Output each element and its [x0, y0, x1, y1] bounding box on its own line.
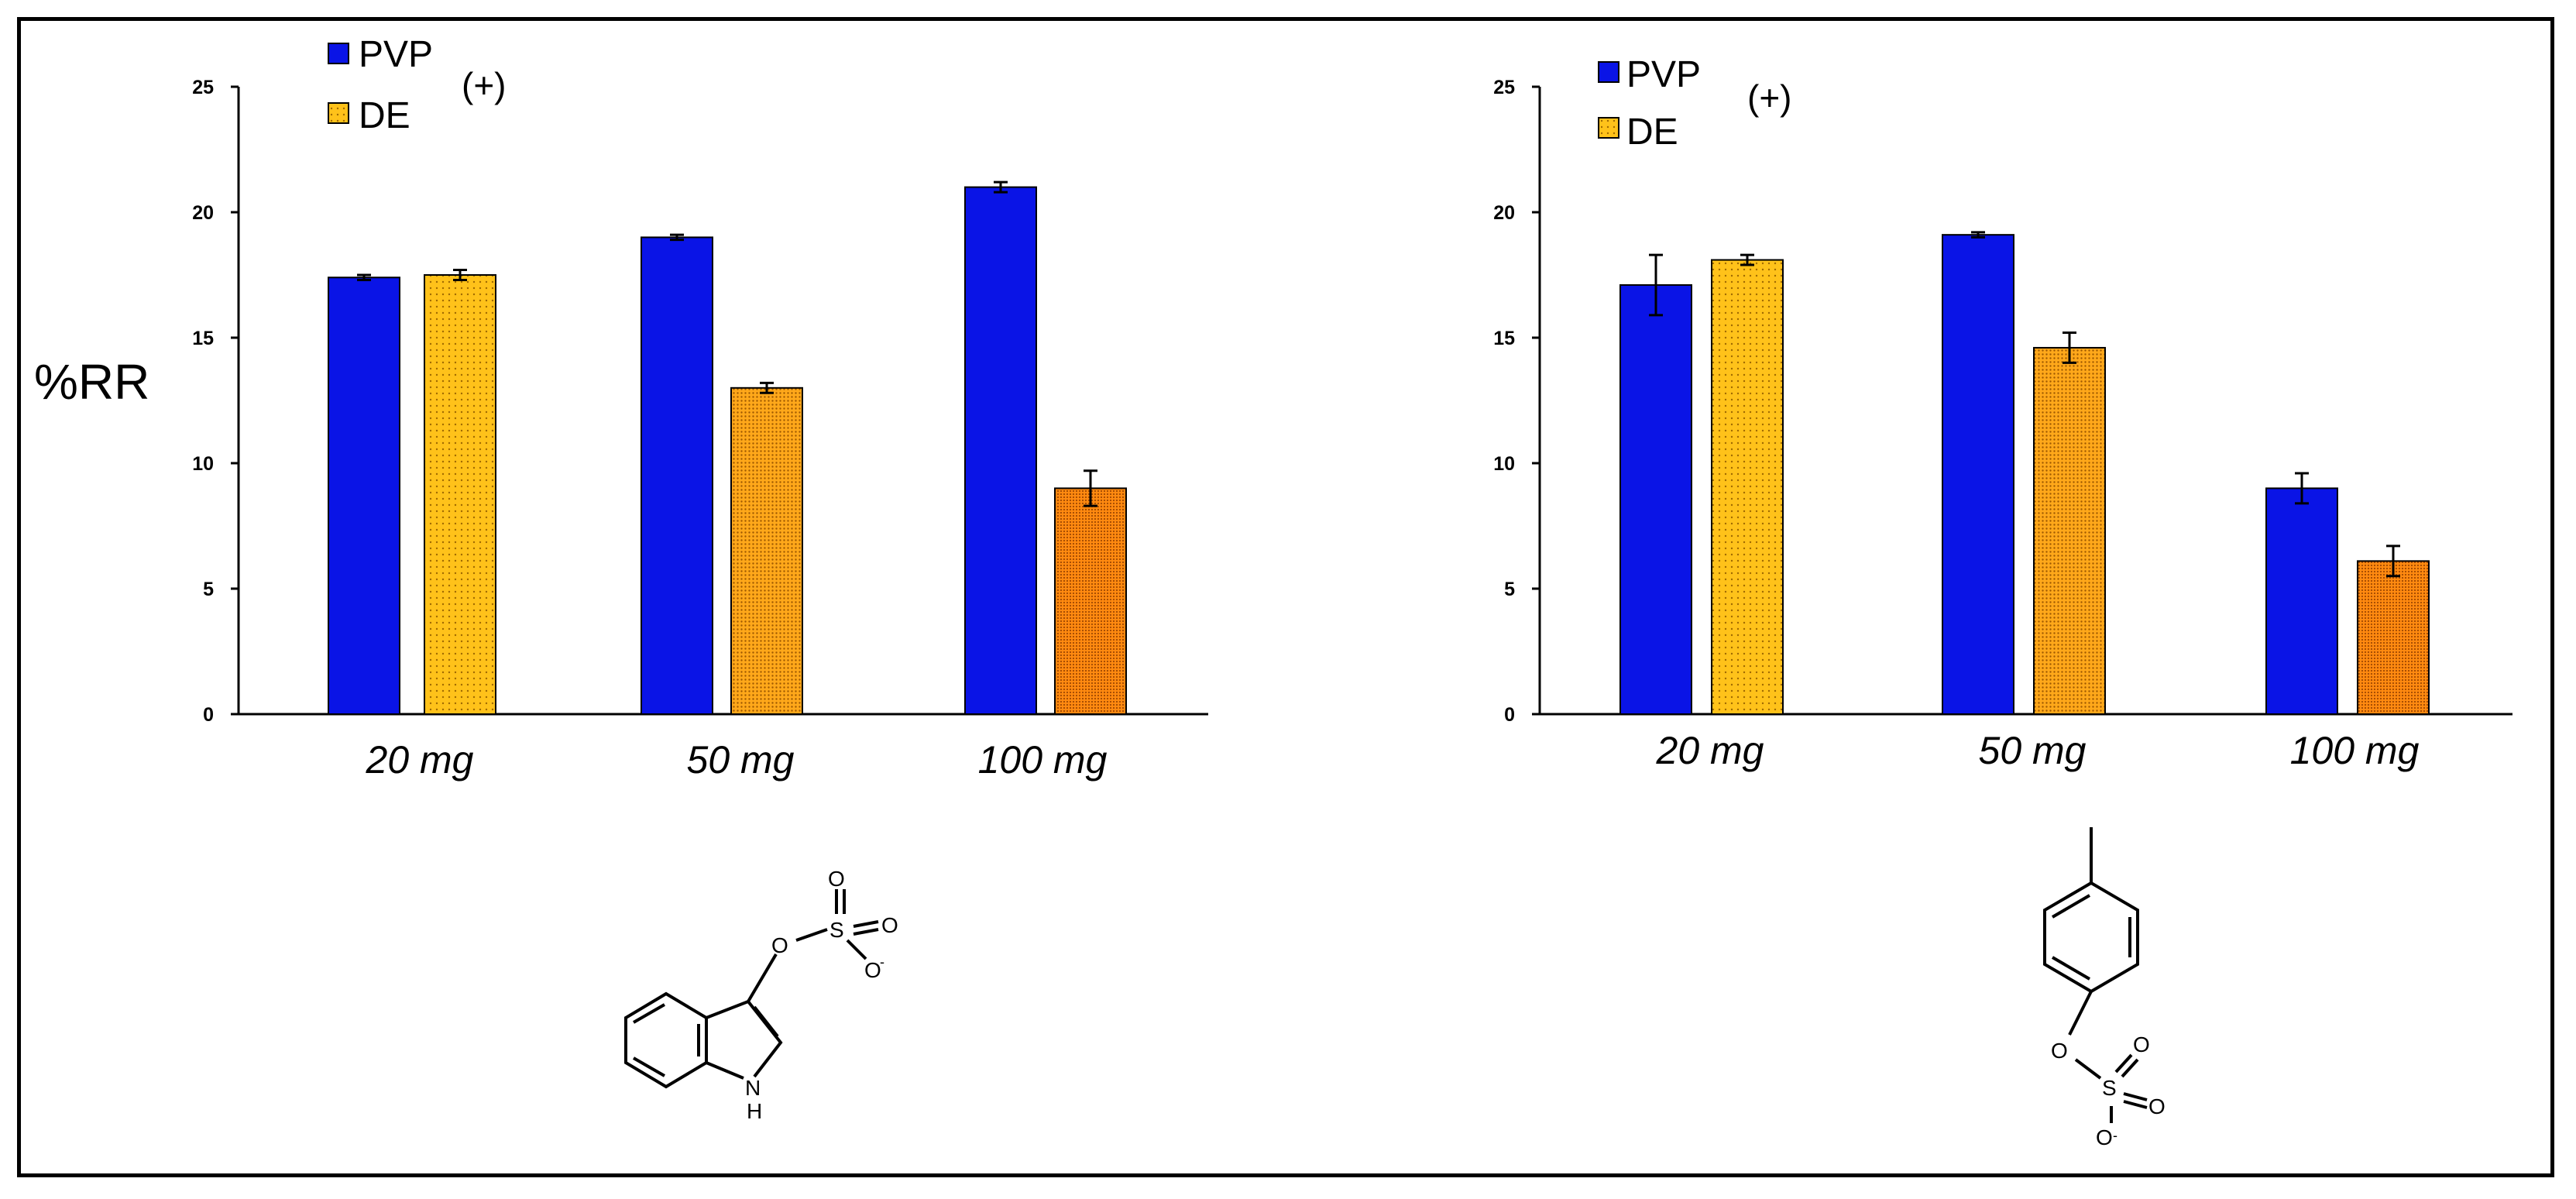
- y-tick-label: 10: [1493, 453, 1515, 475]
- legend-label-de: DE: [359, 95, 410, 136]
- svg-text:O: O: [771, 933, 788, 957]
- x-category-label: 100 mg: [978, 738, 1108, 782]
- bar-pvp-50mg: [641, 236, 713, 715]
- chart-right-structure-atoms: O S O O O -: [2051, 1032, 2166, 1149]
- y-tick-label: 20: [1493, 202, 1515, 224]
- x-category-label: 20 mg: [1656, 729, 1764, 772]
- y-tick-label: 15: [1493, 328, 1515, 349]
- x-category-label: 50 mg: [1979, 729, 2087, 772]
- chart-left-structure: [624, 889, 879, 1089]
- y-tick-label: 25: [192, 77, 214, 98]
- bar-pvp-100mg: [964, 186, 1037, 716]
- x-category-label: 50 mg: [687, 738, 795, 782]
- svg-text:O: O: [2051, 1039, 2068, 1063]
- legend-swatch-de: [1598, 117, 1619, 139]
- svg-text:S: S: [829, 918, 844, 942]
- y-tick-label: 0: [1504, 704, 1515, 726]
- legend-swatch-pvp: [1598, 61, 1619, 83]
- chart-right-annotation: (+): [1747, 77, 1792, 118]
- y-tick-label: 5: [203, 579, 214, 600]
- legend-label-de: DE: [1626, 112, 1678, 153]
- svg-text:S: S: [2102, 1076, 2117, 1100]
- legend-label-pvp: PVP: [1626, 54, 1701, 95]
- y-tick-label: 0: [203, 704, 214, 726]
- svg-text:O: O: [2096, 1125, 2113, 1149]
- bar-de-100mg: [2357, 560, 2430, 715]
- x-category-label: 20 mg: [366, 738, 474, 782]
- y-tick-label: 10: [192, 453, 214, 475]
- bar-de-20mg: [424, 274, 496, 715]
- svg-text:O: O: [2148, 1094, 2166, 1118]
- bar-de-100mg: [1054, 487, 1127, 716]
- x-category-label: 100 mg: [2290, 729, 2420, 772]
- bar-pvp-100mg: [2265, 487, 2338, 716]
- chart-left: 0 5 10 15 20 25 %RR 20 mg 50 mg 100 mg PVP DE (…: [34, 34, 1208, 1123]
- chart-right-axes: 0 5 10 15 20 25: [1493, 77, 2512, 726]
- y-tick-label: 25: [1493, 77, 1515, 98]
- bar-de-50mg: [2033, 346, 2106, 715]
- legend-swatch-de: [328, 102, 349, 124]
- svg-text:N: N: [745, 1076, 761, 1100]
- bar-de-50mg: [730, 386, 803, 715]
- chart-left-structure-atoms: O S O O O - N H: [745, 867, 898, 1123]
- chart-right: 0 5 10 15 20 25 20 mg 50 mg 100 mg PVP DE (+): [1493, 54, 2512, 1149]
- svg-text:-: -: [880, 954, 884, 970]
- svg-text:O: O: [864, 958, 881, 982]
- legend-label-pvp: PVP: [359, 34, 433, 75]
- svg-text:O: O: [828, 867, 845, 891]
- bar-pvp-20mg: [328, 277, 400, 715]
- y-tick-label: 15: [192, 328, 214, 349]
- svg-text:O: O: [881, 913, 898, 937]
- chart-right-legend: PVP DE: [1598, 54, 1701, 153]
- chart-left-legend: PVP DE: [328, 34, 433, 136]
- bar-pvp-20mg: [1619, 283, 1692, 715]
- svg-text:O: O: [2133, 1032, 2150, 1056]
- bar-de-20mg: [1711, 259, 1784, 715]
- figure-frame: [17, 17, 2554, 1177]
- y-tick-label: 20: [192, 202, 214, 224]
- legend-swatch-pvp: [328, 43, 349, 64]
- svg-text:H: H: [747, 1099, 762, 1123]
- chart-left-annotation: (+): [462, 65, 507, 105]
- bar-pvp-50mg: [1942, 234, 2014, 716]
- chart-left-y-label: %RR: [34, 354, 149, 410]
- svg-text:-: -: [2113, 1128, 2117, 1143]
- chart-right-structure: [2043, 827, 2148, 1123]
- y-tick-label: 5: [1504, 579, 1515, 600]
